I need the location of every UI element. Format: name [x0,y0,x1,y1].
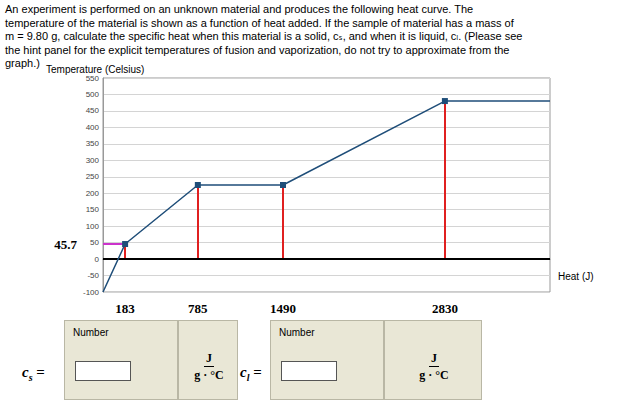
html-text:g · °C: g · °C [419,368,449,382]
html-text:the hint panel for the explici: the hint panel for the explicit temperat… [5,43,510,56]
svg-text:200: 200 [86,189,100,198]
html-text:Number: Number [73,327,109,338]
svg-text:-100: -100 [83,288,100,297]
html-text:J: J [206,351,212,365]
svg-text:150: 150 [86,205,100,214]
svg-text:50: 50 [90,238,99,247]
svg-text:400: 400 [86,123,100,132]
html-text:Temperature (Celsius): Temperature (Celsius) [46,64,145,75]
svg-text:-50: -50 [87,271,99,280]
svg-text:785: 785 [188,301,208,316]
svg-text:350: 350 [86,139,100,148]
svg-text:45.7: 45.7 [54,237,77,252]
svg-text:1490: 1490 [270,301,296,316]
svg-text:2830: 2830 [432,301,458,316]
html-text:cl=: cl= [240,364,262,383]
svg-text:Heat (J): Heat (J) [558,271,594,282]
html-text:graph.): graph.) [5,57,40,69]
svg-text:300: 300 [86,156,100,165]
html-text:m = 9.80 g, calculate the spec: m = 9.80 g, calculate the specific heat … [5,30,523,42]
svg-text:500: 500 [86,90,100,99]
svg-text:550: 550 [86,74,100,83]
svg-text:250: 250 [86,172,100,181]
html-text:g · °C: g · °C [194,368,224,382]
svg-text:100: 100 [86,222,100,231]
html-text:temperature of the material is: temperature of the material is shown as … [5,16,514,29]
html-text:An experiment is performed on: An experiment is performed on an unknown… [5,3,474,15]
svg-text:450: 450 [86,106,100,115]
svg-text:0: 0 [95,255,100,264]
html-text:J: J [431,351,437,365]
svg-text:183: 183 [115,301,135,316]
html-text:cs=: cs= [22,364,45,383]
html-text:Number: Number [279,327,315,338]
